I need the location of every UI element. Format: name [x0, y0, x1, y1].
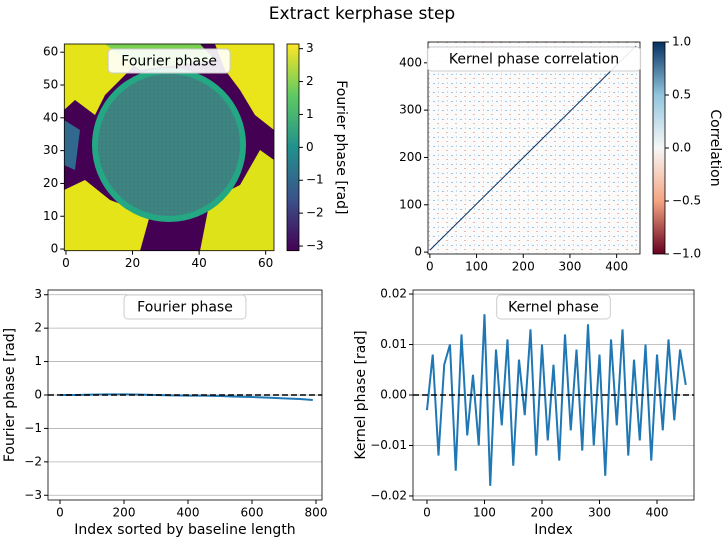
y-tick-label: 0.02: [380, 287, 407, 301]
x-axis-label: Index sorted by baseline length: [74, 522, 295, 538]
x-tick-label: 200: [113, 506, 136, 520]
y-tick-label: −0.02: [370, 488, 407, 502]
colorbar-tick-label: 3: [306, 41, 314, 55]
x-tick-label: 0: [56, 506, 64, 520]
colorbar-tick-label: 1: [306, 107, 314, 121]
y-tick-label: 2: [34, 321, 42, 335]
y-tick-label: 100: [399, 197, 422, 211]
axes-title: Kernel phase: [508, 300, 599, 316]
axes-title: Kernel phase correlation: [449, 52, 619, 68]
figure-title: Extract kerphase step: [269, 4, 455, 24]
y-tick-label: 20: [43, 176, 58, 190]
colorbar-tick-label: 0.0: [672, 141, 691, 155]
x-tick-label: 200: [531, 506, 554, 520]
y-tick-label: 300: [399, 103, 422, 117]
axes-frame: [63, 43, 275, 252]
x-tick-label: 0: [423, 506, 431, 520]
colorbar: [286, 43, 300, 252]
title-box: [426, 46, 642, 72]
colorbar-tick-label: −1.0: [672, 247, 701, 261]
x-tick-label: 20: [125, 256, 140, 270]
x-tick-label: 100: [473, 506, 496, 520]
y-tick-label: 0.00: [380, 388, 407, 402]
colorbar-label: Correlation: [707, 109, 723, 186]
axes-frame: [47, 289, 323, 501]
x-tick-label: 600: [241, 506, 264, 520]
y-tick-label: −2: [24, 454, 42, 468]
y-tick-label: 60: [43, 45, 58, 59]
y-axis-label: Kernel phase [rad]: [353, 330, 369, 459]
x-tick-label: 400: [646, 506, 669, 520]
x-tick-label: 300: [559, 260, 582, 274]
colorbar: [652, 41, 666, 255]
colorbar-label: Fourier phase [rad]: [333, 80, 349, 214]
x-tick-label: 40: [191, 256, 206, 270]
title-box: [123, 294, 247, 320]
y-tick-label: 1: [34, 354, 42, 368]
x-tick-label: 800: [305, 506, 328, 520]
x-tick-label: 0: [426, 260, 434, 274]
x-tick-label: 0: [62, 256, 70, 270]
y-tick-label: 0: [414, 245, 422, 259]
colorbar-tick-label: −2: [306, 206, 324, 220]
x-tick-label: 60: [258, 256, 273, 270]
colorbar-tick-label: 0: [306, 140, 314, 154]
y-tick-label: 0.01: [380, 337, 407, 351]
axes-title: Fourier phase: [121, 54, 217, 70]
x-tick-label: 400: [605, 260, 628, 274]
y-tick-label: −0.01: [370, 438, 407, 452]
x-tick-label: 300: [588, 506, 611, 520]
y-tick-label: 400: [399, 55, 422, 69]
axes-title: Fourier phase: [137, 300, 233, 316]
y-tick-label: 50: [43, 78, 58, 92]
colorbar-tick-label: 0.5: [672, 88, 691, 102]
y-tick-label: 40: [43, 110, 58, 124]
phase-image: [64, 44, 274, 251]
colorbar-tick-label: −3: [306, 239, 324, 253]
title-box: [107, 48, 231, 74]
colorbar-tick-label: 1.0: [672, 35, 691, 49]
y-tick-label: 3: [34, 287, 42, 301]
y-axis-label: Fourier phase [rad]: [2, 328, 18, 462]
x-tick-label: 400: [177, 506, 200, 520]
y-tick-label: 0: [34, 388, 42, 402]
colorbar-tick-label: −0.5: [672, 194, 701, 208]
y-tick-label: −1: [24, 421, 42, 435]
data-line: [425, 314, 687, 486]
axes-frame: [412, 289, 695, 501]
x-tick-label: 100: [465, 260, 488, 274]
correlation-diagonal: [429, 45, 637, 251]
y-tick-label: 30: [43, 143, 58, 157]
colorbar-tick-label: 2: [306, 74, 314, 88]
x-tick-label: 200: [512, 260, 535, 274]
y-tick-label: 10: [43, 209, 58, 223]
axes-frame: [427, 41, 641, 255]
title-box: [496, 294, 611, 320]
y-tick-label: 0: [51, 242, 59, 256]
y-tick-label: −3: [24, 488, 42, 502]
y-tick-label: 200: [399, 150, 422, 164]
x-axis-label: Index: [534, 522, 573, 538]
colorbar-tick-label: −1: [306, 173, 324, 187]
